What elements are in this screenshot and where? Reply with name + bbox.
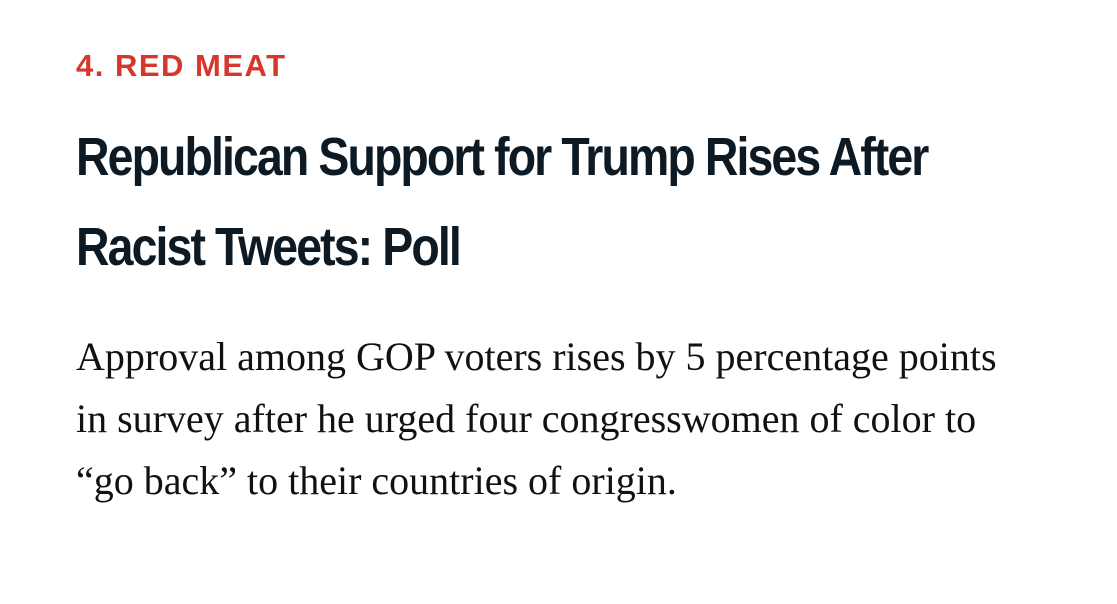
article-dek: Approval among GOP voters rises by 5 per… (76, 334, 997, 503)
headline-line-1: Republican Support for Trump Rises After (76, 127, 929, 187)
headline-line-2: Racist Tweets: Poll (76, 217, 462, 277)
section-kicker: 4. RED MEAT (76, 48, 287, 83)
article-headline-link[interactable]: Republican Support for Trump Rises After… (76, 112, 1022, 292)
article-teaser: 4. RED MEAT Republican Support for Trump… (76, 44, 1036, 512)
